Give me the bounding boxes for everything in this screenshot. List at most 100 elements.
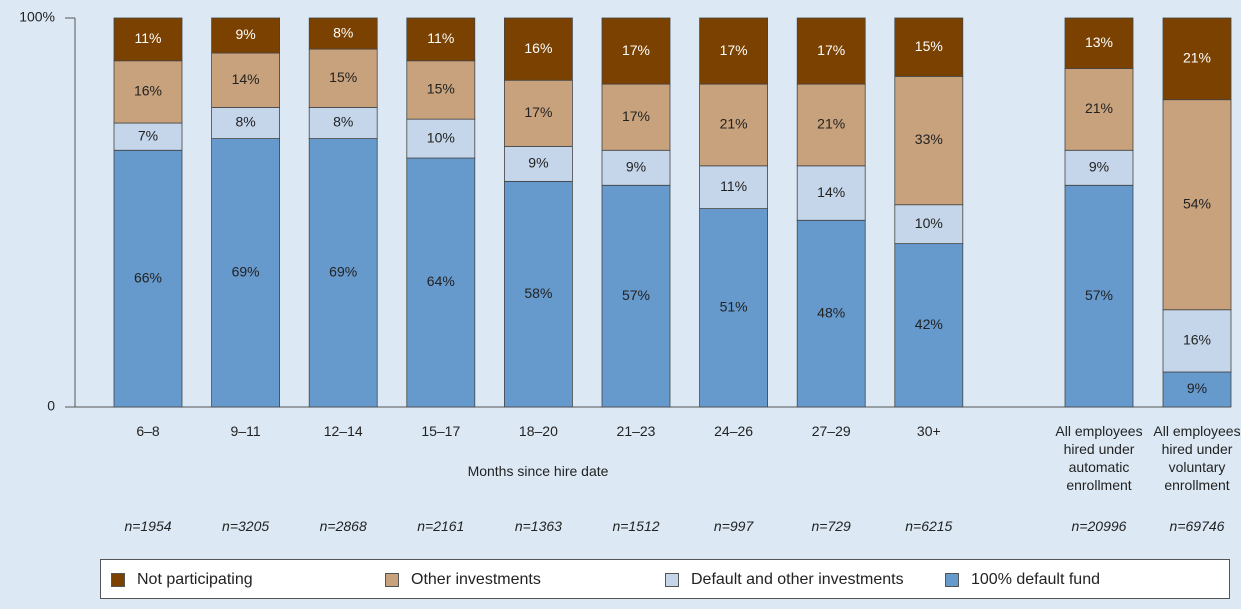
data-label: 14%	[817, 184, 845, 200]
legend-item: 100% default fund	[945, 571, 1100, 589]
data-label: 17%	[817, 42, 845, 58]
bar-segment	[699, 165, 768, 210]
bar-segment	[1162, 309, 1232, 373]
x-tick-label: 12–14	[323, 423, 363, 439]
bar-segment	[406, 157, 476, 408]
bar-segment	[113, 149, 183, 408]
bar-segment	[211, 107, 281, 139]
bar-segment	[503, 79, 573, 147]
bar-segment	[894, 75, 964, 206]
data-label: 57%	[1085, 287, 1113, 303]
y-tick-label: 100%	[19, 9, 55, 25]
bar-segment	[503, 17, 573, 81]
data-label: 21%	[1085, 100, 1113, 116]
bar-segment	[699, 17, 768, 85]
sample-size: n=1363	[514, 518, 562, 534]
x-tick-label: 15–17	[421, 423, 461, 439]
bar-segment	[503, 145, 573, 182]
data-label: 9%	[235, 26, 255, 42]
data-label: 8%	[333, 24, 353, 40]
bar-segment	[406, 118, 476, 159]
sample-size: n=1512	[612, 518, 660, 534]
bar-segment	[113, 122, 183, 151]
legend-label: 100% default fund	[971, 571, 1100, 588]
data-label: 69%	[232, 263, 260, 279]
data-label: 42%	[915, 316, 943, 332]
data-label: 17%	[524, 104, 552, 120]
data-label: 16%	[524, 40, 552, 56]
data-label: 54%	[1183, 195, 1211, 211]
x-tick-label: 6–8	[136, 423, 160, 439]
sample-size: n=20996	[1071, 518, 1127, 534]
bar-segment	[601, 83, 671, 151]
x-axis-title: Months since hire date	[467, 463, 609, 479]
x-tick-label: 9–11	[230, 423, 261, 439]
legend-label: Not participating	[137, 571, 253, 588]
bar-segment	[601, 149, 671, 186]
bar-segment	[1064, 68, 1134, 151]
bar-segment	[894, 243, 964, 408]
bar-segment	[1064, 149, 1134, 186]
bar-segment	[1162, 99, 1232, 311]
data-label: 58%	[524, 285, 552, 301]
x-tick-label: All employees hired under automatic enro…	[1055, 423, 1143, 493]
legend-item: Other investments	[385, 571, 541, 589]
data-label: 14%	[232, 71, 260, 87]
bar-segment	[406, 17, 476, 62]
legend-label: Other investments	[411, 571, 541, 588]
sample-size: n=1954	[124, 518, 172, 534]
data-label: 10%	[915, 215, 943, 231]
data-label: 16%	[1183, 332, 1211, 348]
data-label: 64%	[427, 273, 455, 289]
y-tick-label: 0	[47, 398, 55, 414]
data-label: 21%	[720, 116, 748, 132]
data-label: 51%	[720, 299, 748, 315]
data-label: 16%	[134, 83, 162, 99]
sample-size: n=997	[713, 518, 754, 534]
data-label: 15%	[329, 69, 357, 85]
x-tick-label: 24–26	[714, 423, 754, 439]
data-label: 17%	[622, 42, 650, 58]
bar-segment	[308, 48, 378, 108]
legend-swatch	[385, 573, 399, 587]
data-label: 7%	[138, 127, 158, 143]
bar-segment	[894, 17, 964, 77]
sample-size: n=69746	[1169, 518, 1225, 534]
sample-size: n=3205	[222, 518, 270, 534]
sample-size: n=729	[811, 518, 851, 534]
data-label: 21%	[1183, 50, 1211, 66]
legend-label: Default and other investments	[691, 571, 904, 588]
data-label: 33%	[915, 131, 943, 147]
data-label: 11%	[135, 30, 162, 46]
data-label: 57%	[622, 287, 650, 303]
bar-segment	[406, 60, 476, 120]
legend-item: Not participating	[111, 571, 253, 589]
data-label: 9%	[528, 155, 548, 171]
bar-segment	[1162, 17, 1232, 101]
data-label: 9%	[1089, 158, 1109, 174]
bar-segment	[796, 165, 866, 221]
bar-segment	[601, 17, 671, 85]
data-label: 15%	[915, 38, 943, 54]
data-label: 17%	[720, 42, 748, 58]
bar-segment	[699, 208, 768, 408]
bar-segment	[211, 138, 281, 408]
bar-segment	[211, 17, 281, 54]
data-label: 11%	[427, 30, 454, 46]
bar-segment	[113, 17, 183, 62]
x-tick-label: 21–23	[616, 423, 656, 439]
data-label: 11%	[720, 178, 747, 194]
x-tick-label: All employees hired under voluntary enro…	[1153, 423, 1241, 493]
data-label: 17%	[622, 108, 650, 124]
data-label: 9%	[1187, 380, 1207, 396]
sample-size: n=2868	[319, 518, 367, 534]
data-label: 8%	[235, 114, 255, 130]
bar-segment	[308, 17, 378, 50]
bar-segment	[503, 180, 573, 408]
legend: Not participating Other investments Defaul…	[100, 559, 1230, 599]
data-label: 10%	[427, 129, 455, 145]
bar-segment	[699, 83, 768, 167]
x-tick-label: 18–20	[518, 423, 558, 439]
bar-segment	[894, 204, 964, 245]
